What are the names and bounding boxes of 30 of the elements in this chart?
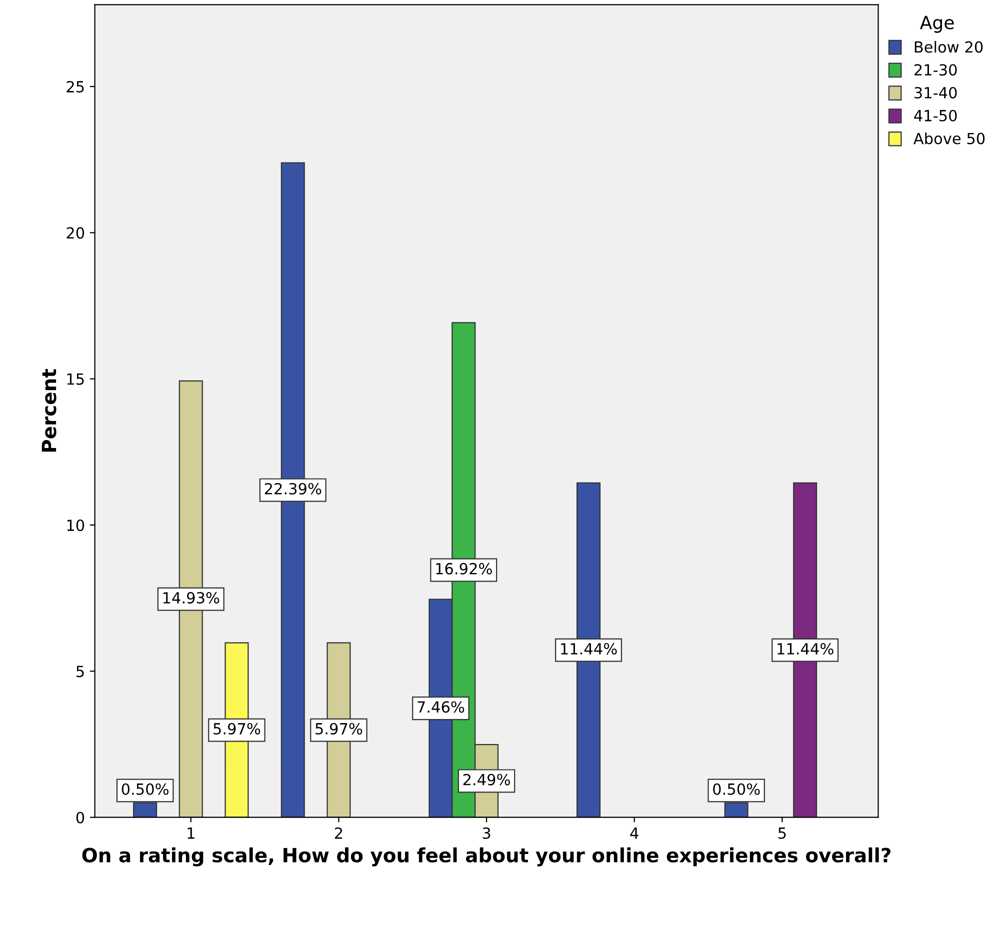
legend-label: 41-50 [914,110,957,122]
data-label: 0.50% [713,783,760,795]
data-label: 2.49% [463,774,510,786]
legend-label: 21-30 [914,64,957,76]
y-tick-label: 15 [67,374,84,385]
legend-label: Above 50 [914,132,985,144]
data-label: 22.39% [264,482,322,495]
x-tick-label: 5 [778,828,786,839]
x-tick-label: 3 [482,827,490,839]
data-label: 5.97% [214,722,260,735]
legend-label: Below 20 [914,40,983,53]
y-tick-label: 20 [66,227,84,239]
legend-label: 31-40 [914,86,957,99]
data-label: 14.93% [163,592,220,604]
x-tick-label: 1 [188,828,194,839]
x-axis-title: On a rating scale, How do you feel about your online experiences overall? [82,847,890,866]
y-tick-label: 10 [67,519,84,532]
data-label: 5.97% [316,722,362,735]
y-tick-label: 25 [66,80,84,93]
data-label: 0.50% [122,783,168,795]
data-label: 11.44% [778,643,834,655]
x-tick-label: 2 [334,827,342,839]
y-tick-label: 5 [76,666,84,678]
y-tick-label: 0 [76,812,84,824]
y-axis-title: Percent [42,369,56,452]
legend-title: Age [920,16,954,33]
x-tick-label: 4 [630,828,638,839]
data-label: 11.44% [561,643,617,655]
data-label: 7.46% [418,701,464,713]
data-label: 16.92% [436,562,492,574]
